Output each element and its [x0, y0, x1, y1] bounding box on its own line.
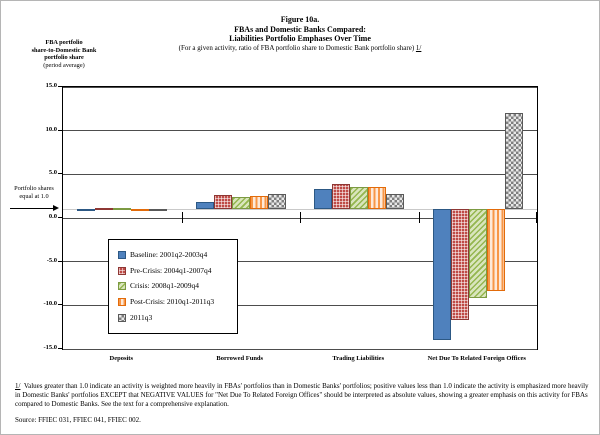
category-label: Borrowed Funds: [216, 355, 264, 362]
y-tick-label: -5.0: [46, 256, 57, 264]
bar-series1-cat2: [332, 183, 351, 210]
legend-swatch: [118, 266, 126, 275]
bar-series1-cat1: [213, 195, 232, 210]
bar-series3-cat2: [368, 187, 387, 210]
chart-subtitle-bold: Liabilities Portfolio Emphases Over Time: [229, 34, 371, 43]
gridline: [63, 304, 537, 306]
footnote-ref: 1/: [15, 382, 21, 390]
figure-number: Figure 10a.: [280, 15, 320, 24]
legend-item: Pre-Crisis: 2004q1-2007q4: [118, 265, 237, 275]
legend: Baseline: 2001q2-2003q4 Pre-Crisis: 2004q…: [108, 239, 238, 334]
bar-series2-cat2: [350, 186, 369, 210]
bar-series0-cat1: [195, 202, 214, 210]
legend-swatch: [118, 314, 126, 323]
bar-series1-cat0: [95, 207, 114, 210]
bar-series4-cat0: [149, 209, 168, 212]
y-axis-title-line: share-to-Domestic Bank: [31, 46, 97, 54]
bar-series0-cat2: [314, 189, 333, 210]
y-axis-title: FBA portfolio share-to-Domestic Bank por…: [9, 39, 119, 69]
annotation-arrow-icon: [53, 205, 59, 211]
y-tick-mark: [58, 86, 62, 87]
legend-item: Crisis: 2008q1-2009q4: [118, 281, 237, 291]
y-tick-mark: [58, 129, 62, 131]
reference-annotation: Portfolio shares equal at 1.0: [3, 185, 65, 200]
y-tick-label: 10.0: [45, 125, 57, 133]
bar-series1-cat3: [450, 209, 469, 321]
gridline: [63, 348, 537, 350]
y-tick-label: -10.0: [43, 300, 57, 308]
bar-series3-cat3: [486, 209, 505, 292]
bar-series3-cat1: [249, 196, 268, 210]
bar-series4-cat2: [386, 194, 405, 210]
category-axis-tick: [418, 212, 420, 223]
y-tick-mark: [58, 217, 62, 218]
bar-series0-cat0: [77, 209, 96, 212]
legend-item: Baseline: 2001q2-2003q4: [118, 249, 237, 259]
category-axis-tick: [300, 212, 301, 223]
y-axis-title-line: FBA portfolio: [45, 39, 83, 46]
y-tick-label: -15.0: [43, 344, 57, 351]
chart-title-block: Figure 10a. FBAs and Domestic Banks Comp…: [1, 15, 599, 53]
gridline: [63, 261, 537, 263]
category-axis-tick: [181, 212, 183, 223]
gridline: [63, 86, 537, 88]
reference-line-1.0: [63, 208, 537, 210]
bar-series2-cat1: [231, 197, 250, 210]
footnote-text: Values greater than 1.0 indicate an acti…: [15, 382, 589, 408]
bar-series4-cat1: [267, 193, 286, 210]
annotation-line: equal at 1.0: [19, 192, 49, 200]
annotation-arrow-line: [10, 208, 54, 209]
source-line: Source: FFIEC 031, FFIEC 041, FFIEC 002.: [15, 416, 141, 424]
gridline: [63, 130, 537, 132]
footnote: 1/ Values greater than 1.0 indicate an a…: [15, 382, 591, 409]
legend-label: Pre-Crisis: 2004q1-2007q4: [130, 265, 212, 275]
legend-swatch: [118, 298, 126, 307]
category-axis-tick: [536, 212, 537, 223]
y-tick-mark: [58, 173, 62, 175]
y-axis-title-line: portfolio share: [44, 54, 84, 62]
legend-label: 2011q3: [130, 313, 153, 323]
legend-item: Post-Crisis: 2010q1-2011q3: [118, 297, 237, 307]
legend-label: Crisis: 2008q1-2009q4: [130, 281, 199, 291]
bar-series4-cat3: [504, 113, 523, 210]
y-tick-label: 0.0: [48, 213, 57, 220]
bar-series0-cat3: [432, 209, 451, 341]
footnote-reference: 1/: [415, 43, 422, 52]
y-tick-mark: [58, 260, 62, 262]
annotation-line: Portfolio shares: [14, 185, 54, 192]
legend-item: 2011q3: [118, 313, 237, 323]
subtitle-text: (For a given activity, ratio of FBA port…: [178, 43, 415, 52]
y-tick-label: 15.0: [45, 82, 57, 89]
legend-swatch: [118, 250, 126, 259]
legend-label: Post-Crisis: 2010q1-2011q3: [130, 297, 215, 307]
bar-series2-cat3: [468, 209, 487, 299]
legend-swatch: [118, 282, 126, 291]
category-label: Deposits: [109, 355, 133, 362]
y-tick-mark: [58, 348, 62, 349]
y-tick-label: 5.0: [48, 169, 57, 177]
legend-label: Baseline: 2001q2-2003q4: [130, 249, 208, 259]
y-tick-mark: [58, 304, 62, 306]
bar-series3-cat0: [131, 209, 150, 212]
category-label: Net Due To Related Foreign Offices: [427, 355, 526, 362]
y-axis-title-note: (period average): [43, 61, 85, 69]
gridline: [63, 173, 537, 175]
bar-series2-cat0: [113, 207, 132, 210]
chart-subtitle: (For a given activity, ratio of FBA port…: [1, 44, 599, 53]
category-label: Trading Liabilities: [332, 355, 385, 362]
chart-title: FBAs and Domestic Banks Compared:: [234, 24, 366, 34]
